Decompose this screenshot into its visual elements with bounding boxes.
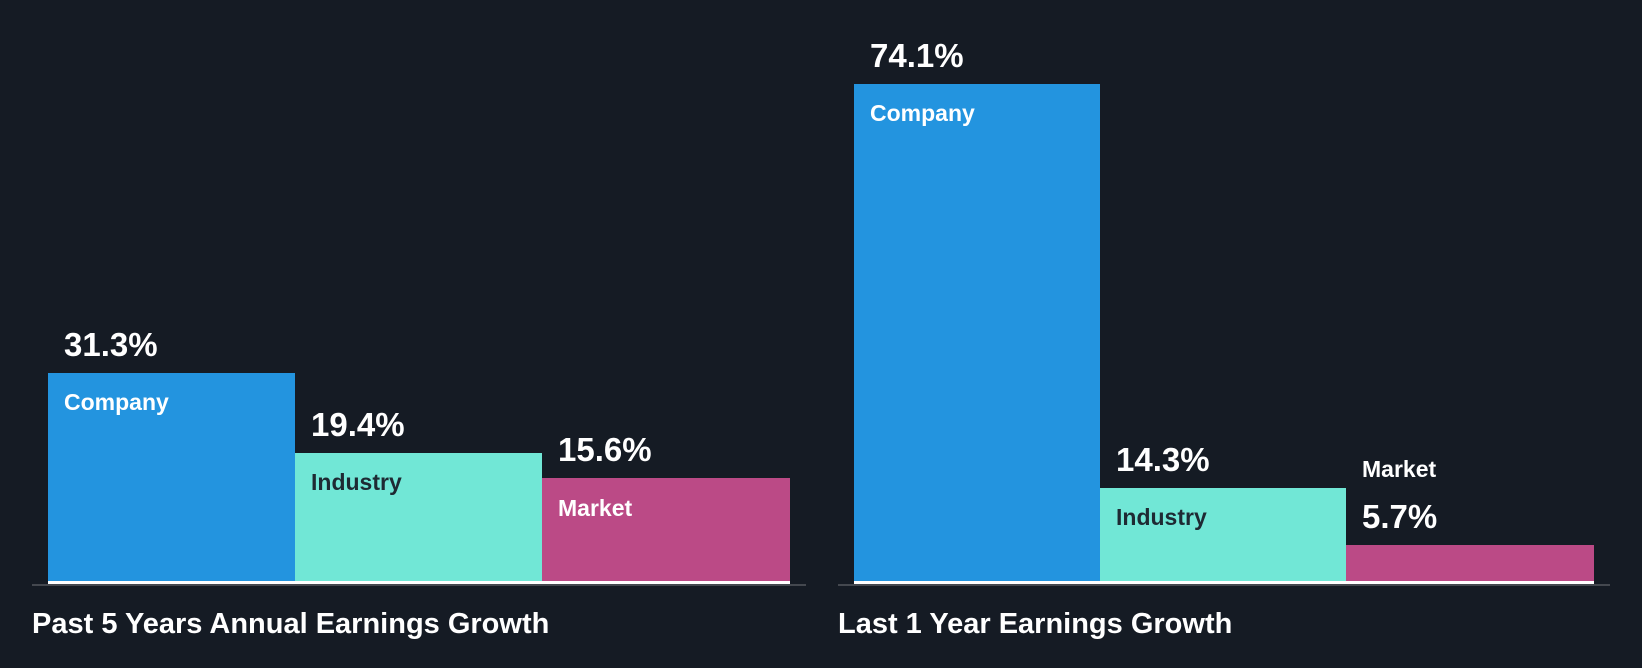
- category-label-market: Market: [1362, 456, 1437, 482]
- chart-past-5-years: 31.3% Company 19.4% Industry 15.6% Marke…: [32, 326, 806, 640]
- category-label-company: Company: [64, 389, 169, 415]
- value-label-industry: 19.4%: [311, 406, 405, 443]
- bar-company: [854, 84, 1100, 582]
- x-axis-line: [838, 584, 1610, 586]
- bar-market: [542, 478, 790, 582]
- bar-market: [1346, 545, 1594, 582]
- value-label-company: 31.3%: [64, 326, 158, 363]
- value-label-market: 5.7%: [1362, 498, 1438, 535]
- bar-baseline: [48, 581, 790, 584]
- bar-industry: [1100, 488, 1346, 582]
- category-label-industry: Industry: [311, 469, 402, 495]
- category-label-company: Company: [870, 100, 975, 126]
- category-label-industry: Industry: [1116, 504, 1207, 530]
- chart-title: Last 1 Year Earnings Growth: [838, 608, 1233, 640]
- chart-title: Past 5 Years Annual Earnings Growth: [32, 608, 550, 640]
- chart-last-1-year: 74.1% Company 14.3% Industry Market 5.7%…: [821, 0, 1642, 668]
- category-label-market: Market: [558, 495, 633, 521]
- value-label-market: 15.6%: [558, 431, 652, 468]
- bar-baseline: [854, 581, 1594, 584]
- x-axis-line: [32, 584, 806, 586]
- bar-industry: [295, 453, 542, 582]
- value-label-company: 74.1%: [870, 37, 964, 74]
- value-label-industry: 14.3%: [1116, 441, 1210, 478]
- bar-company: [48, 373, 295, 582]
